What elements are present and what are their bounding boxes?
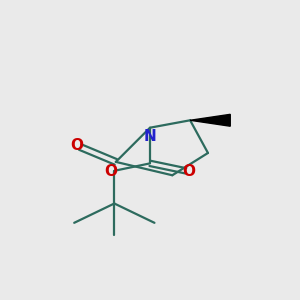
Text: N: N xyxy=(144,128,156,143)
Polygon shape xyxy=(190,114,230,126)
Text: O: O xyxy=(183,164,196,179)
Text: O: O xyxy=(71,138,84,153)
Text: O: O xyxy=(104,164,117,179)
